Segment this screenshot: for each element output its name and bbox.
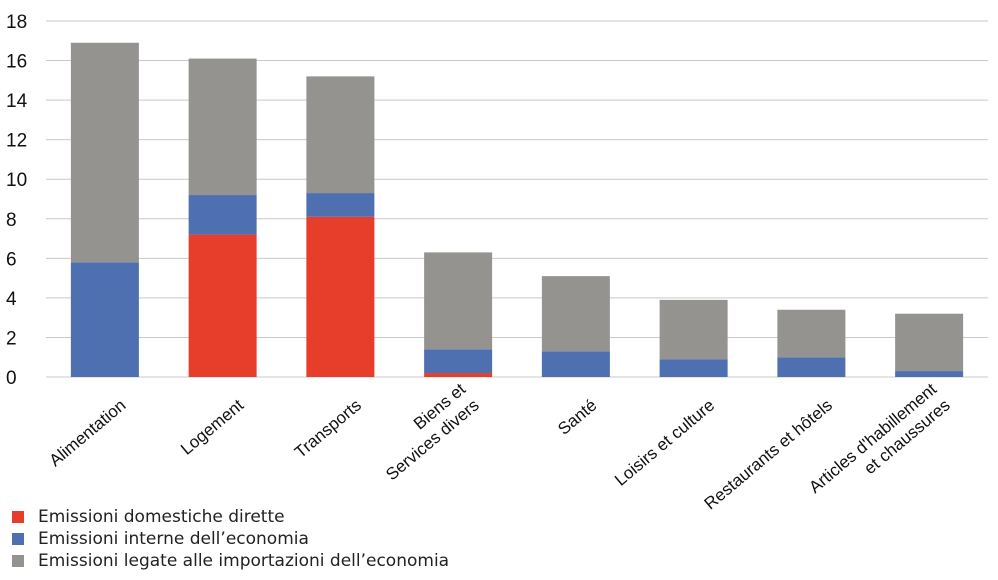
- y-tick-label-16: 16: [6, 52, 27, 73]
- y-tick-label-12: 12: [6, 131, 27, 152]
- bar-segment-1-0: [188, 234, 257, 377]
- legend-label-direct: Emissioni domestiche dirette: [38, 507, 285, 527]
- x-tick-label-0: Alimentation: [46, 396, 130, 471]
- x-tick-label-1-line-0: Logement: [177, 395, 247, 458]
- bar-segment-3-2: [424, 252, 493, 350]
- stacked-bar-chart: 0 2 4 6 8 10 12 14 16 18 Alimentation Logement Trans…: [6, 12, 988, 510]
- y-tick-label-18: 18: [6, 12, 27, 33]
- y-tick-label-6: 6: [6, 249, 17, 270]
- bar-segment-5-1: [659, 359, 728, 377]
- x-tick-label-0-line-0: Alimentation: [46, 396, 130, 471]
- legend-label-internal: Emissioni interne dell’economia: [38, 529, 309, 549]
- bar-segment-3-0: [424, 373, 493, 377]
- x-tick-label-4-line-0: Santé: [554, 396, 600, 439]
- legend-item-direct: Emissioni domestiche dirette: [12, 506, 449, 528]
- y-tick-label-10: 10: [6, 170, 27, 191]
- bar-segment-4-1: [541, 351, 610, 377]
- legend-label-imports: Emissioni legate alle importazioni dell’…: [38, 551, 450, 571]
- bar-segment-0-2: [70, 42, 139, 263]
- x-tick-label-5: Loisirs et culture: [611, 396, 718, 490]
- bar-segment-2-2: [306, 76, 375, 194]
- x-tick-label-4: Santé: [554, 396, 600, 439]
- legend-swatch-imports: [12, 555, 24, 567]
- y-tick-label-14: 14: [6, 91, 28, 112]
- legend-item-imports: Emissioni legate alle importazioni dell’…: [12, 550, 449, 572]
- legend: Emissioni domestiche dirette Emissioni i…: [12, 506, 449, 572]
- bar-segment-0-1: [70, 262, 139, 377]
- y-tick-label-2: 2: [6, 328, 17, 349]
- bar-segment-2-1: [306, 193, 375, 217]
- bar-segment-5-2: [659, 299, 728, 360]
- bar-segment-6-2: [777, 309, 846, 358]
- bar-segment-1-2: [188, 58, 257, 196]
- x-tick-label-2: Transports: [291, 396, 365, 462]
- y-tick-label-8: 8: [6, 210, 17, 231]
- bar-segment-4-2: [541, 276, 610, 352]
- y-tick-label-0: 0: [6, 368, 17, 389]
- bar-segment-7-1: [895, 371, 964, 377]
- x-tick-label-5-line-0: Loisirs et culture: [611, 396, 718, 490]
- x-tick-label-1: Logement: [177, 395, 247, 458]
- legend-swatch-direct: [12, 511, 24, 523]
- bar-segment-1-1: [188, 195, 257, 235]
- x-tick-label-2-line-0: Transports: [291, 396, 365, 462]
- bar-segment-6-1: [777, 357, 846, 377]
- bar-segment-3-1: [424, 349, 493, 374]
- bar-segment-2-0: [306, 216, 375, 377]
- legend-item-internal: Emissioni interne dell’economia: [12, 528, 449, 550]
- bar-segment-7-2: [895, 313, 964, 372]
- legend-swatch-internal: [12, 533, 24, 545]
- y-tick-label-4: 4: [6, 289, 17, 310]
